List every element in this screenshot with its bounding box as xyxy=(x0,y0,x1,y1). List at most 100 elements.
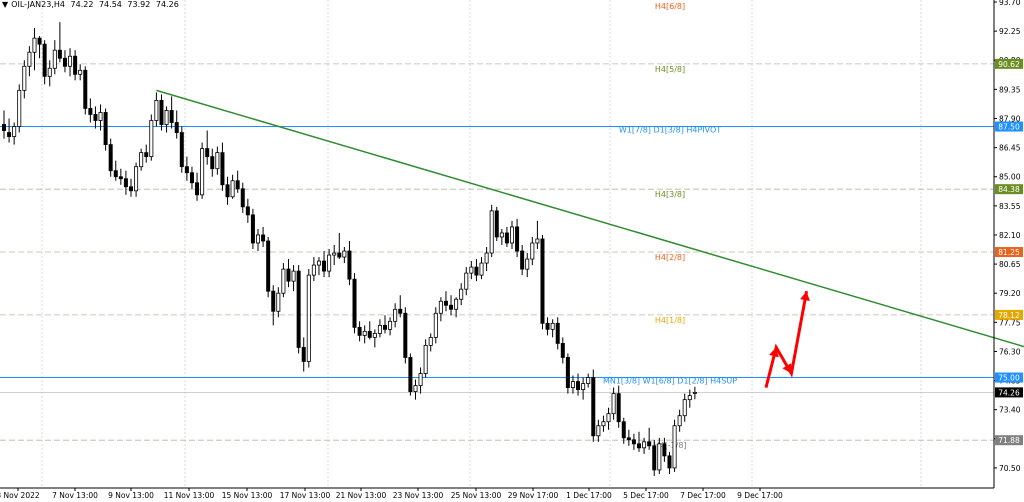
candle xyxy=(464,267,469,296)
candle xyxy=(367,321,372,340)
candle-body-bear xyxy=(184,166,189,174)
candle xyxy=(652,439,657,476)
candle-body-bear xyxy=(520,250,525,270)
candle xyxy=(261,226,266,248)
candle-body-bear xyxy=(382,324,387,330)
candle-body-bull xyxy=(200,148,205,196)
candle xyxy=(266,236,271,298)
candle-body-bull xyxy=(32,37,37,53)
candle xyxy=(52,40,57,75)
candle-body-bear xyxy=(322,260,327,272)
candle xyxy=(474,259,479,282)
candle xyxy=(449,295,454,316)
candle-body-bear xyxy=(662,443,667,457)
candle xyxy=(393,303,398,328)
candle xyxy=(459,283,464,306)
candle xyxy=(530,236,535,266)
level-label: MN1[3/8] W1[6/8] D1[2/8] H4SUP xyxy=(603,377,737,386)
projection-layer[interactable] xyxy=(764,290,810,388)
candle-body-bear xyxy=(647,441,652,447)
price-tick-label: 92.25 xyxy=(999,27,1021,36)
candle xyxy=(2,110,7,139)
candle-body-bull xyxy=(388,320,393,330)
candle-body-bull xyxy=(525,258,530,270)
candle xyxy=(139,148,144,171)
candle xyxy=(174,110,179,139)
candle-body-bear xyxy=(93,114,98,121)
candle xyxy=(215,146,220,175)
candle xyxy=(306,269,311,368)
trendline-layer[interactable] xyxy=(156,89,1024,348)
candle xyxy=(154,92,159,127)
candle xyxy=(398,295,403,318)
candle xyxy=(454,297,459,318)
candle xyxy=(281,263,286,298)
grid-lines xyxy=(41,0,922,488)
price-tick-label: 89.35 xyxy=(999,85,1021,94)
level-price-tag xyxy=(995,58,1023,69)
candle-body-bear xyxy=(504,232,509,244)
candle xyxy=(520,245,525,276)
candle xyxy=(42,40,47,85)
candle-body-bear xyxy=(250,214,255,244)
candle-body-bear xyxy=(626,437,631,441)
candle xyxy=(128,178,133,197)
candle-body-bull xyxy=(611,393,616,415)
level-price-tag-text: 84.38 xyxy=(998,185,1020,194)
candle xyxy=(611,387,616,420)
candle xyxy=(484,247,489,272)
time-tick-label: 25 Nov 13:00 xyxy=(451,491,502,500)
candle xyxy=(606,407,611,430)
candle xyxy=(408,353,413,396)
candle-body-bull xyxy=(596,425,601,437)
candle xyxy=(672,419,677,472)
candle-body-bull xyxy=(377,324,382,334)
candle-body-bull xyxy=(291,270,296,282)
candle xyxy=(27,46,32,77)
candle xyxy=(149,114,154,161)
candle-body-bear xyxy=(352,278,357,328)
candle xyxy=(443,291,448,312)
candle-body-bear xyxy=(195,182,200,196)
level-price-tag xyxy=(995,435,1023,446)
candle-body-bear xyxy=(169,110,174,123)
candle xyxy=(540,234,545,330)
candle-body-bear xyxy=(403,312,408,358)
candle-body-bull xyxy=(570,381,575,388)
projection-arrowhead-icon xyxy=(800,291,810,301)
candle-body-bull xyxy=(642,441,647,449)
level-price-tag xyxy=(995,121,1023,132)
ohlc-header: ▼ OIL-JAN23,H4 74.22 74.54 73.92 74.26 xyxy=(2,0,182,9)
candle xyxy=(388,317,393,336)
level-label: W1[7/8] D1[3/8] H4PIVOT xyxy=(619,126,721,135)
chart-menu-icon[interactable]: ▼ xyxy=(2,0,9,9)
candle-body-bear xyxy=(266,240,271,292)
candle-body-bear xyxy=(398,308,403,314)
candle-body-bear xyxy=(286,268,291,282)
candle-body-bull xyxy=(509,226,514,244)
candle xyxy=(499,228,504,246)
candle xyxy=(560,337,565,364)
candle-body-bull xyxy=(22,65,27,91)
candle xyxy=(687,389,692,408)
candle-body-bull xyxy=(438,300,443,314)
candle-body-bear xyxy=(271,290,276,312)
candle-body-bear xyxy=(37,37,42,45)
candle xyxy=(657,437,662,474)
price-tick-label: 80.65 xyxy=(999,260,1021,269)
candle xyxy=(98,104,103,131)
candle xyxy=(88,98,93,123)
candle xyxy=(316,257,321,276)
candle xyxy=(179,126,184,173)
candle xyxy=(164,106,169,133)
candle xyxy=(504,226,509,248)
candle-body-bull xyxy=(68,55,73,67)
candle-body-bear xyxy=(88,108,93,115)
candle-body-bear xyxy=(631,439,636,445)
candle-body-bear xyxy=(83,69,88,109)
candle-body-bear xyxy=(103,112,108,145)
candle-body-bull xyxy=(484,252,489,264)
